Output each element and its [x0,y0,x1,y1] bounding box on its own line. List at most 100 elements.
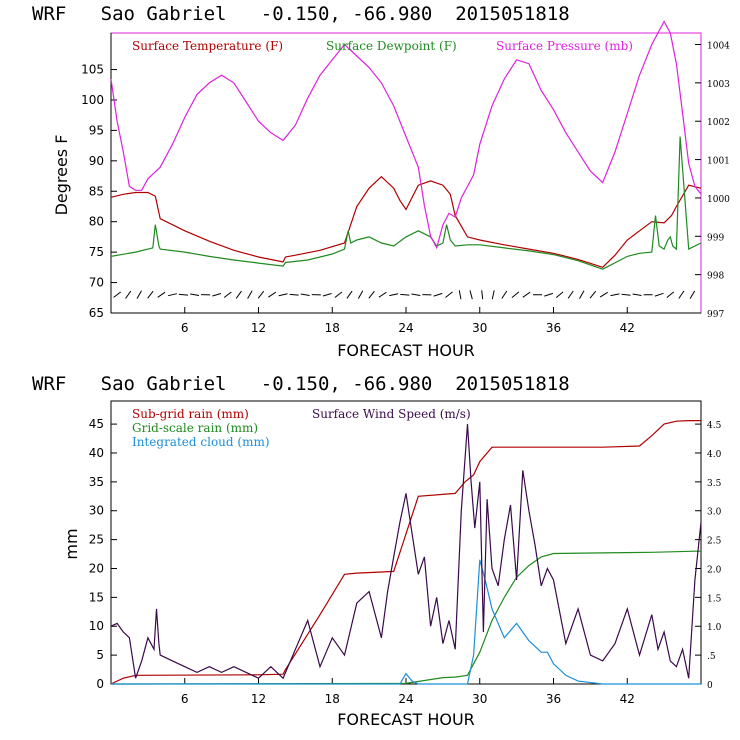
wind-barb [589,290,597,299]
bottom-chart-title: WRF Sao Gabriel -0.150, -66.980 20150518… [32,373,570,395]
y-tick-label: 20 [89,561,104,575]
wind-barb [257,290,265,299]
legend-pressure: Surface Pressure (mb) [496,39,633,53]
wind-barb [212,293,222,297]
y-tick-label: 30 [89,504,104,518]
y-tick-label: 65 [89,306,104,320]
wind-barb [458,290,462,300]
wind-barb [654,292,664,297]
wind-barb [411,293,421,296]
y-tick-label: 25 [89,533,104,547]
top-x-label: FORECAST HOUR [337,341,475,360]
wind-barb [268,291,277,298]
y-tick-label: 5 [96,648,104,662]
y2-tick-label: 1.0 [707,623,722,633]
y-tick-label: 105 [81,63,104,77]
legend-subgrid-rain: Sub-grid rain (mm) [132,407,249,421]
wind-barb [346,290,353,299]
x-tick-label: 24 [398,692,413,706]
y2-tick-label: 3.5 [707,479,722,489]
top-x-ticks: 6 12 18 24 30 36 42 [181,307,635,335]
wind-barb [400,293,410,296]
wind-barb [300,293,310,296]
top-plot-frame [110,32,702,314]
series-dewpoint-line [110,136,702,270]
wind-barb [567,290,574,299]
y-tick-label: 100 [81,93,104,107]
wind-barb [278,293,288,297]
y-tick-label: 80 [89,215,104,229]
wind-barb [157,291,166,298]
y2-tick-label: 1004 [707,42,730,52]
y2-tick-label: 1000 [707,195,730,205]
x-tick-label: 12 [251,692,266,706]
temperature-chart: WRF Sao Gabriel -0.150, -66.980 20150518… [32,3,730,360]
wind-barb [125,290,132,299]
wind-barb [511,291,520,298]
wind-barb [491,290,495,300]
wind-barb [555,291,564,298]
precipitation-chart: WRF Sao Gabriel -0.150, -66.980 20150518… [32,373,722,729]
y2-tick-label: 4.0 [707,450,722,460]
y2-tick-label: 2.0 [707,565,722,575]
y2-tick-label: 997 [707,310,724,320]
y2-tick-label: 3.0 [707,508,722,518]
y-tick-label: 75 [89,245,104,259]
wind-barb [469,290,473,300]
y2-tick-label: 999 [707,233,724,243]
y2-tick-label: 0 [707,681,713,691]
y2-tick-label: 1002 [707,118,730,128]
wind-barb [666,291,675,298]
wind-barb [378,291,387,298]
x-tick-label: 24 [398,321,413,335]
y2-tick-label: .5 [707,652,716,662]
series-cloud-line [111,559,701,685]
wind-barb [178,293,189,296]
y-tick-label: 15 [89,590,104,604]
top-series [110,20,702,270]
wind-barb [621,293,631,296]
y-tick-label: 90 [89,154,104,168]
wind-barb [445,291,453,298]
bottom-y-ticks: 0 5 10 15 20 25 30 35 40 45 [89,417,117,691]
wind-barb [289,293,299,296]
wind-barb [389,293,399,297]
legend-wind-speed: Surface Wind Speed (m/s) [312,407,471,421]
wind-barb [599,291,608,298]
bottom-y2-ticks: 0 .5 1.0 1.5 2.0 2.5 3.0 3.5 4.0 4.5 [695,421,722,691]
bottom-series [110,420,702,685]
y-tick-label: 0 [96,677,104,691]
y2-tick-label: 1003 [707,80,730,90]
bottom-x-ticks: 6 12 18 24 30 36 42 [181,678,635,706]
legend-dewpoint: Surface Dewpoint (F) [326,39,457,53]
x-tick-label: 42 [620,692,635,706]
wind-barb [167,293,177,297]
y2-tick-label: 4.5 [707,421,722,431]
bottom-x-label: FORECAST HOUR [337,710,475,729]
wind-barb [113,291,122,298]
x-tick-label: 36 [546,321,561,335]
legend-gridscale-rain: Grid-scale rain (mm) [132,421,258,435]
wind-barb [322,293,332,297]
bottom-y-label: mm [62,528,81,559]
legend-temperature: Surface Temperature (F) [132,39,283,53]
wind-barb [433,292,443,297]
wind-barb [147,290,154,299]
wind-barb [632,293,642,296]
wind-barb [481,290,484,300]
wind-barb [334,291,343,298]
top-y-ticks: 65 70 75 80 85 90 95 100 105 [81,63,117,320]
x-tick-label: 42 [620,321,635,335]
top-y2-ticks: 997 998 999 1000 1001 1002 1003 1004 [695,42,730,320]
wind-barb [610,293,620,297]
y2-tick-label: 1001 [707,157,730,167]
top-y-label: Degrees F [52,135,71,216]
x-tick-label: 12 [251,321,266,335]
wind-barb [678,290,685,299]
wind-barb [522,291,531,298]
y-tick-label: 95 [89,123,104,137]
y2-tick-label: 1.5 [707,594,722,604]
x-tick-label: 6 [181,692,189,706]
x-tick-label: 36 [546,692,561,706]
legend-integrated-cloud: Integrated cloud (mm) [132,435,270,449]
